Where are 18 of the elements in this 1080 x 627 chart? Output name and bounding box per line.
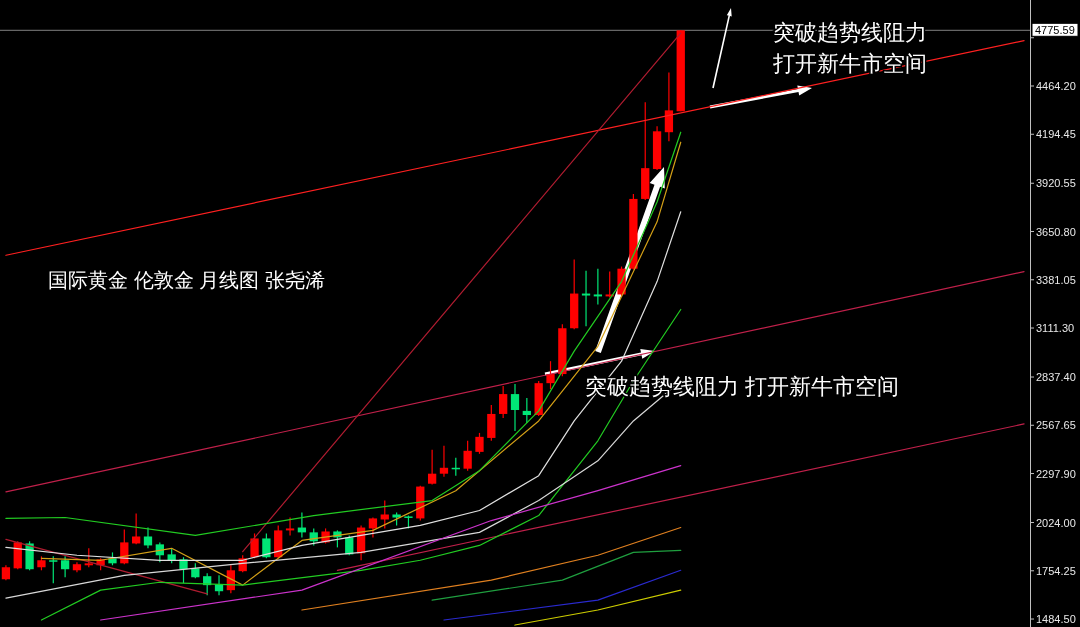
- y-tick-label: 1754.25: [1036, 564, 1076, 577]
- y-tick-label: 4464.20: [1036, 80, 1076, 93]
- y-tick-label: 1484.50: [1036, 613, 1076, 626]
- y-tick-label: 2837.40: [1036, 371, 1076, 384]
- line-series: [100, 465, 682, 621]
- annotation: 突破趋势线阻力: [773, 20, 927, 45]
- y-tick-label: 2024.00: [1036, 516, 1076, 529]
- y-tick-label: 2297.90: [1036, 467, 1076, 480]
- y-tick-label: 3381.05: [1036, 273, 1076, 286]
- line-series: [431, 549, 682, 601]
- line-series: [301, 526, 682, 611]
- ref-line-label: 4775.59: [1035, 24, 1075, 37]
- y-tick-label: 3920.55: [1036, 177, 1076, 190]
- y-tick-label: 3650.80: [1036, 225, 1076, 238]
- y-tick-label: 3111.30: [1036, 322, 1075, 335]
- y-tick-label: 2567.65: [1036, 419, 1076, 432]
- y-tick-label: 4194.45: [1036, 128, 1076, 141]
- text: 国际黄金 伦敦金 月线图 张尧浠: [48, 269, 325, 291]
